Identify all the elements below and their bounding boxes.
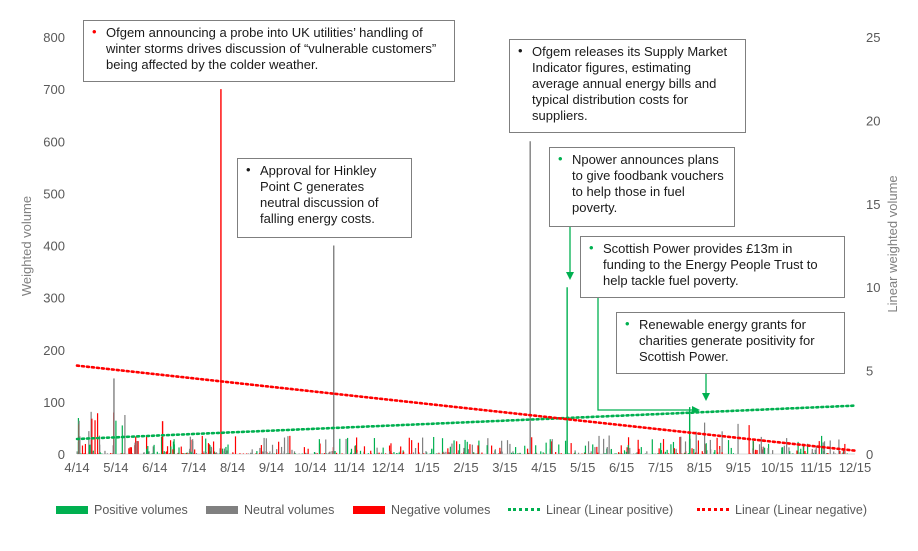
x-tick-label: 3/15 <box>492 460 517 475</box>
y-tick-label-left: 400 <box>43 239 65 254</box>
x-tick-label: 12/14 <box>372 460 405 475</box>
x-tick-label: 7/15 <box>648 460 673 475</box>
y-tick-label-left: 800 <box>43 30 65 45</box>
x-tick-label: 5/14 <box>103 460 128 475</box>
y-tick-label-right: 20 <box>866 113 880 128</box>
y-tick-label-left: 300 <box>43 291 65 306</box>
legend-label: Positive volumes <box>94 503 188 517</box>
spike-bars <box>113 89 691 454</box>
y-tick-label-left: 200 <box>43 343 65 358</box>
y-tick-label-right: 5 <box>866 364 873 379</box>
chart-legend: Positive volumes Neutral volumes Negativ… <box>0 501 918 523</box>
x-tick-label: 9/14 <box>259 460 284 475</box>
legend-swatch-trend-negative <box>697 508 729 512</box>
annotation-text: Approval for Hinkley Point C generates n… <box>260 163 379 226</box>
y-tick-label-right: 0 <box>866 447 873 462</box>
annotation-bullet: • <box>92 24 97 39</box>
annotation-npower: • Npower announces plans to give foodban… <box>549 147 735 227</box>
legend-label: Negative volumes <box>391 503 491 517</box>
annotation-text: Npower announces plans to give foodbank … <box>572 152 724 215</box>
x-tick-label: 10/14 <box>294 460 327 475</box>
x-tick-label: 2/15 <box>453 460 478 475</box>
x-tick-label: 7/14 <box>181 460 206 475</box>
arrow-scottish-power <box>597 298 696 411</box>
annotation-arrows <box>566 227 710 414</box>
trend-line-negative <box>75 364 857 452</box>
legend-swatch-neutral <box>206 505 238 514</box>
legend-label: Neutral volumes <box>244 503 335 517</box>
annotation-bullet: • <box>625 316 630 331</box>
y-tick-label-right: 10 <box>866 280 880 295</box>
x-tick-label: 9/15 <box>726 460 751 475</box>
annotation-text: Ofgem announcing a probe into UK utiliti… <box>106 25 437 72</box>
legend-item-positive: Positive volumes <box>56 503 188 517</box>
legend-item-trend-negative: Linear (Linear negative) <box>697 503 867 517</box>
annotation-text: Ofgem releases its Supply Market Indicat… <box>532 44 728 123</box>
trend-line-positive <box>75 404 857 441</box>
x-tick-label: 6/14 <box>142 460 167 475</box>
x-tick-label: 8/14 <box>220 460 245 475</box>
arrowhead-renewable <box>702 393 710 401</box>
annotation-bullet: • <box>246 162 251 177</box>
y-tick-label-left: 600 <box>43 134 65 149</box>
annotation-text: Renewable energy grants for charities ge… <box>639 317 815 364</box>
legend-label: Linear (Linear negative) <box>735 503 868 517</box>
legend-label: Linear (Linear positive) <box>546 503 674 517</box>
y-tick-label-left: 0 <box>58 447 65 462</box>
x-tick-label: 11/15 <box>800 460 832 475</box>
legend-swatch-positive <box>56 505 88 514</box>
annotation-ofgem-smi: • Ofgem releases its Supply Market Indic… <box>509 39 746 133</box>
x-tick-label: 1/15 <box>414 460 439 475</box>
y-tick-label-right: 25 <box>866 30 880 45</box>
annotation-hinkley: • Approval for Hinkley Point C generates… <box>237 158 412 238</box>
annotation-bullet: • <box>558 151 563 166</box>
annotation-ofgem-probe: • Ofgem announcing a probe into UK utili… <box>83 20 455 82</box>
y-tick-label-right: 15 <box>866 197 880 212</box>
legend-item-trend-positive: Linear (Linear positive) <box>508 503 673 517</box>
y-tick-label-left: 500 <box>43 186 65 201</box>
y-tick-label-left: 100 <box>43 395 65 410</box>
x-tick-label: 11/14 <box>334 460 366 475</box>
legend-item-neutral: Neutral volumes <box>206 503 334 517</box>
x-tick-label: 5/15 <box>570 460 595 475</box>
volume-bars <box>76 411 848 454</box>
x-tick-label: 4/14 <box>64 460 89 475</box>
left-y-axis-title: Weighted volume <box>19 196 34 296</box>
annotation-scottish-power-funding: • Scottish Power provides £13m in fundin… <box>580 236 845 298</box>
annotation-renewable-grants: • Renewable energy grants for charities … <box>616 312 845 374</box>
right-y-ticks: 0 5 10 15 20 25 <box>866 30 880 462</box>
y-tick-label-left: 700 <box>43 82 65 97</box>
x-ticks: 4/14 5/14 6/14 7/14 8/14 9/14 10/14 11/14 12/14 1… <box>64 460 871 475</box>
x-tick-label: 6/15 <box>609 460 634 475</box>
x-tick-label: 4/15 <box>531 460 556 475</box>
legend-swatch-negative <box>353 505 385 514</box>
legend-swatch-trend-positive <box>508 508 540 512</box>
annotation-bullet: • <box>589 240 594 255</box>
x-tick-label: 12/15 <box>839 460 872 475</box>
annotation-bullet: • <box>518 43 523 58</box>
legend-item-negative: Negative volumes <box>353 503 490 517</box>
annotation-text: Scottish Power provides £13m in funding … <box>603 241 818 288</box>
x-tick-label: 10/15 <box>761 460 794 475</box>
arrowhead-npower <box>566 272 574 280</box>
right-y-axis-title: Linear weighted volume <box>885 175 900 312</box>
trend-lines <box>75 364 857 452</box>
x-tick-label: 8/15 <box>687 460 712 475</box>
left-y-ticks: 0 100 200 300 400 500 600 700 800 <box>43 30 65 462</box>
